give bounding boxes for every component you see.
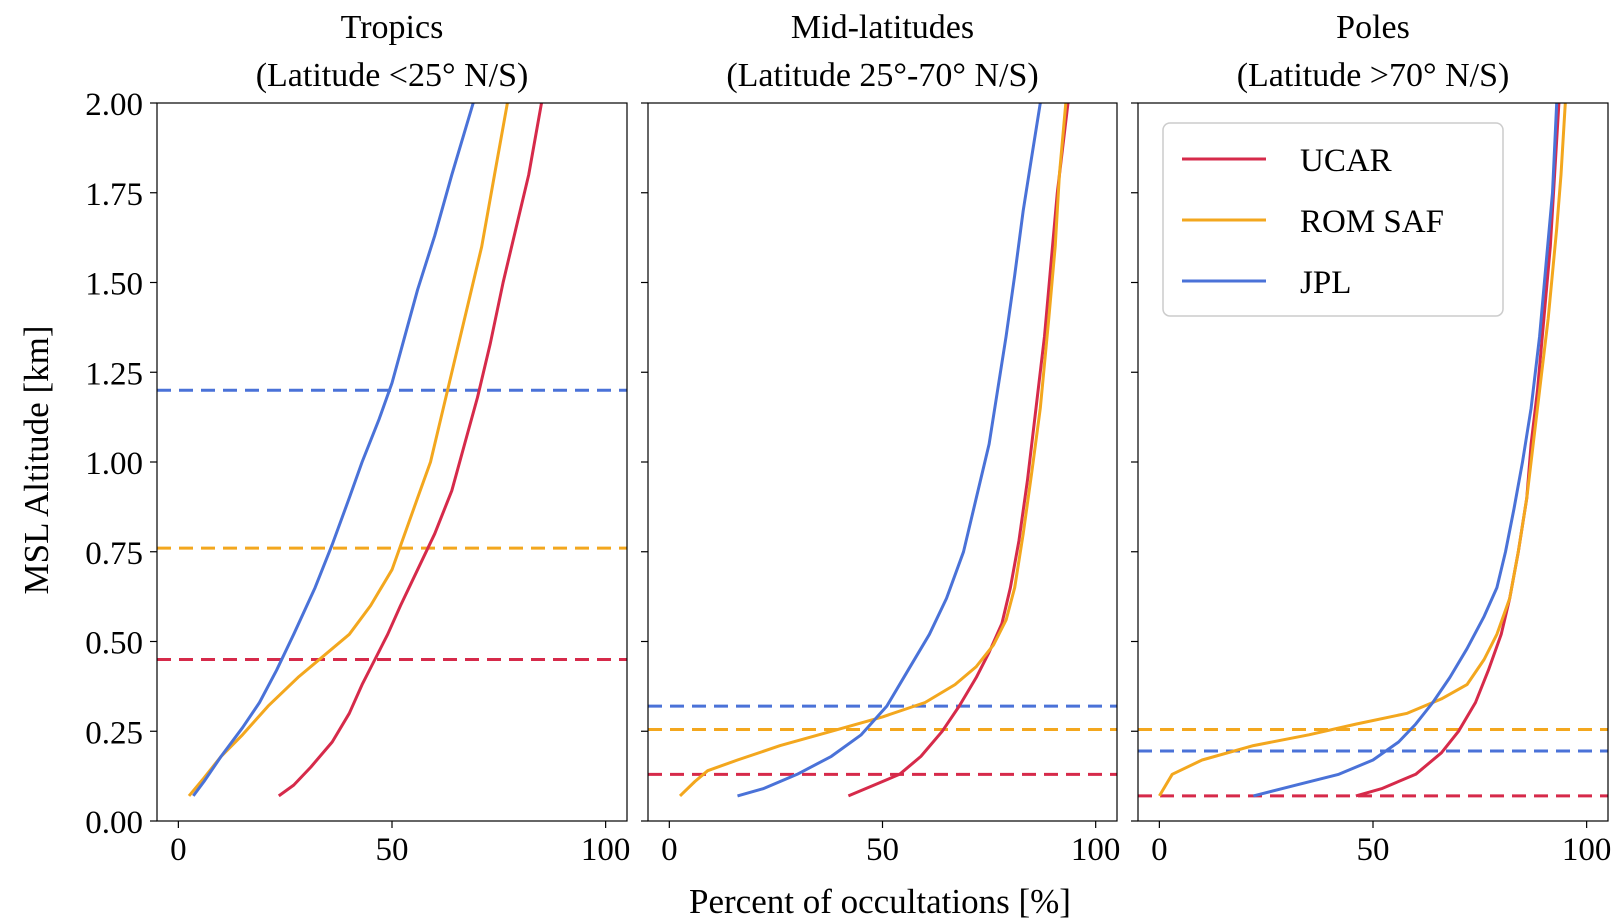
series-line-ucar xyxy=(847,102,1070,798)
x-tick-label: 50 xyxy=(1357,832,1390,868)
series-line-rom-saf xyxy=(1158,102,1567,797)
panel-title: Tropics xyxy=(341,9,444,46)
series-line-jpl xyxy=(1253,102,1559,798)
series-line-ucar xyxy=(277,102,543,798)
x-axis-label: Percent of occultations [%] xyxy=(689,882,1071,921)
y-tick-label: 1.75 xyxy=(85,177,143,213)
y-tick-label: 1.50 xyxy=(85,267,143,303)
y-tick-label: 0.50 xyxy=(85,626,143,662)
series-line-jpl xyxy=(737,102,1042,798)
x-tick-label: 0 xyxy=(170,832,187,868)
x-tick-label: 100 xyxy=(1071,832,1121,868)
panel-subtitle: (Latitude 25°-70° N/S) xyxy=(726,57,1038,94)
legend-box xyxy=(1162,122,1504,317)
legend-label-ucar: UCAR xyxy=(1300,143,1392,179)
plot-frame xyxy=(156,102,628,822)
panel-title: Mid-latitudes xyxy=(791,9,974,46)
legend-label-jpl: JPL xyxy=(1300,265,1351,301)
x-tick-label: 0 xyxy=(661,832,678,868)
panel-poles: Poles (Latitude >70° N/S) 0 50 100 xyxy=(1131,9,1611,868)
panel-tropics: Tropics (Latitude <25° N/S) 0.00 0.25 0.50 0.… xyxy=(85,9,630,868)
y-tick-label: 1.25 xyxy=(85,356,143,392)
panel-subtitle: (Latitude <25° N/S) xyxy=(256,57,529,94)
y-tick-label: 0.25 xyxy=(85,715,143,751)
series-line-rom-saf xyxy=(187,102,509,797)
legend: UCAR ROM SAF JPL xyxy=(1162,122,1504,317)
y-tick-label: 1.00 xyxy=(85,446,143,482)
y-axis-label: MSL Altitude [km] xyxy=(17,326,56,595)
series-line-jpl xyxy=(192,102,475,797)
y-tick-label: 0.00 xyxy=(85,805,143,841)
y-tick-label: 0.75 xyxy=(85,536,143,572)
x-tick-label: 100 xyxy=(581,832,631,868)
x-tick-label: 0 xyxy=(1151,832,1168,868)
series-line-rom-saf xyxy=(678,102,1068,797)
panel-subtitle: (Latitude >70° N/S) xyxy=(1237,57,1510,94)
panel-title: Poles xyxy=(1336,9,1410,46)
plot-frame xyxy=(647,102,1118,822)
panels-layer: Tropics (Latitude <25° N/S) 0.00 0.25 0.50 0.… xyxy=(85,9,1611,868)
x-tick-label: 50 xyxy=(866,832,899,868)
x-tick-label: 50 xyxy=(376,832,409,868)
x-tick-label: 100 xyxy=(1562,832,1612,868)
panel-mid-latitudes: Mid-latitudes (Latitude 25°-70° N/S) 0 50 10… xyxy=(641,9,1120,868)
legend-label-rom-saf: ROM SAF xyxy=(1300,204,1444,240)
y-tick-label: 2.00 xyxy=(85,87,143,123)
